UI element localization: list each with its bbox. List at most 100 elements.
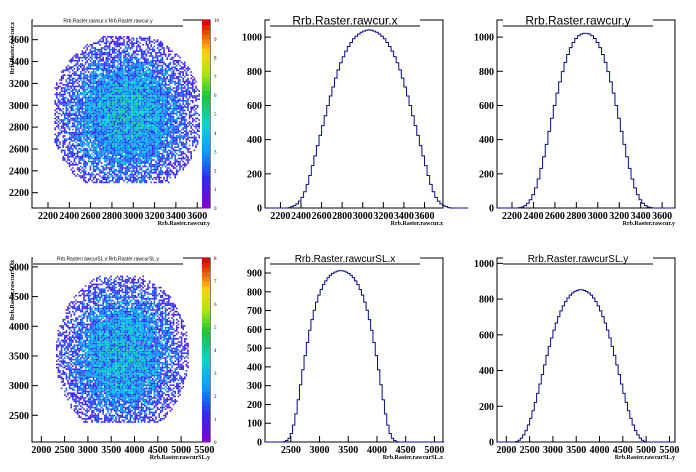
density-cell [84,74,87,76]
density-cell [144,106,146,108]
density-cell [139,136,141,139]
density-cell [148,82,151,84]
density-cell [136,160,138,163]
density-cell [163,90,165,92]
density-cell [88,68,90,70]
density-cell [86,101,88,104]
density-cell [56,135,58,137]
density-cell [128,61,130,64]
density-cell [116,88,119,91]
density-cell [153,122,156,124]
density-cell [134,146,136,148]
density-cell [153,133,156,136]
density-cell [147,136,149,139]
density-cell [136,61,138,64]
density-cell [60,98,63,100]
density-cell [89,178,92,180]
density-cell [134,178,136,180]
density-cell [148,39,151,41]
density-cell [64,90,66,92]
density-cell [140,140,143,142]
density-cell [134,111,136,113]
density-cell [160,180,162,182]
density-cell [110,66,112,68]
density-cell [75,101,77,104]
density-cell [126,50,128,52]
density-cell [105,130,108,132]
density-cell [171,128,173,131]
density-cell [131,122,133,124]
density-cell [102,176,104,179]
density-cell [112,162,114,164]
density-cell [137,80,140,83]
density-cell [84,151,87,153]
density-cell [92,53,95,56]
density-cell [145,66,148,68]
density-cell [80,136,82,139]
density-cell [164,100,167,102]
density-cell [142,132,144,134]
density-cell [153,144,156,147]
density-cell [145,114,148,116]
density-cell [147,114,149,116]
density-cell [168,159,170,161]
density-cell [145,42,148,44]
density-cell [121,120,124,123]
density-cell [62,77,64,80]
density-cell [161,135,164,137]
density-cell [76,108,79,110]
density-cell [129,68,132,70]
density-cell [120,146,122,148]
density-cell [169,124,172,126]
density-cell [88,122,90,124]
density-cell [105,85,108,88]
density-cell [140,156,143,158]
density-cell [144,88,146,91]
density-cell [107,45,109,48]
density-cell [155,154,157,156]
density-cell [161,157,164,160]
density-cell [166,125,168,128]
density-cell [124,111,127,113]
density-cell [142,50,144,52]
density-cell [139,98,141,100]
density-cell [99,175,101,177]
density-cell [105,128,108,131]
density-cell [128,74,130,76]
density-cell [131,84,133,86]
density-cell [128,119,130,121]
density-cell [115,119,117,121]
density-cell [156,93,159,96]
density-cell [97,74,100,76]
density-cell [104,156,106,158]
density-cell [91,175,93,177]
density-cell [131,108,133,110]
density-cell [75,60,77,62]
density-cell [155,109,157,112]
density-cell [94,159,96,161]
density-cell [129,85,132,88]
density-cell [65,80,68,83]
density-cell [118,175,120,177]
density-cell [115,108,117,110]
density-cell [144,61,146,64]
density-cell [144,140,146,142]
density-cell [123,84,125,86]
density-cell [156,47,159,49]
density-cell [70,100,72,102]
density-cell [57,101,60,104]
density-cell [115,74,117,76]
density-cell [60,76,63,78]
density-cell [102,140,104,142]
density-cell [86,138,88,140]
density-cell [153,93,156,96]
density-cell [134,95,136,97]
density-cell [113,164,116,166]
density-cell [83,116,85,118]
density-cell [155,181,157,184]
density-cell [145,92,148,94]
density-cell [96,101,98,104]
density-cell [94,175,96,177]
density-cell [86,77,88,80]
density-cell [121,82,124,84]
